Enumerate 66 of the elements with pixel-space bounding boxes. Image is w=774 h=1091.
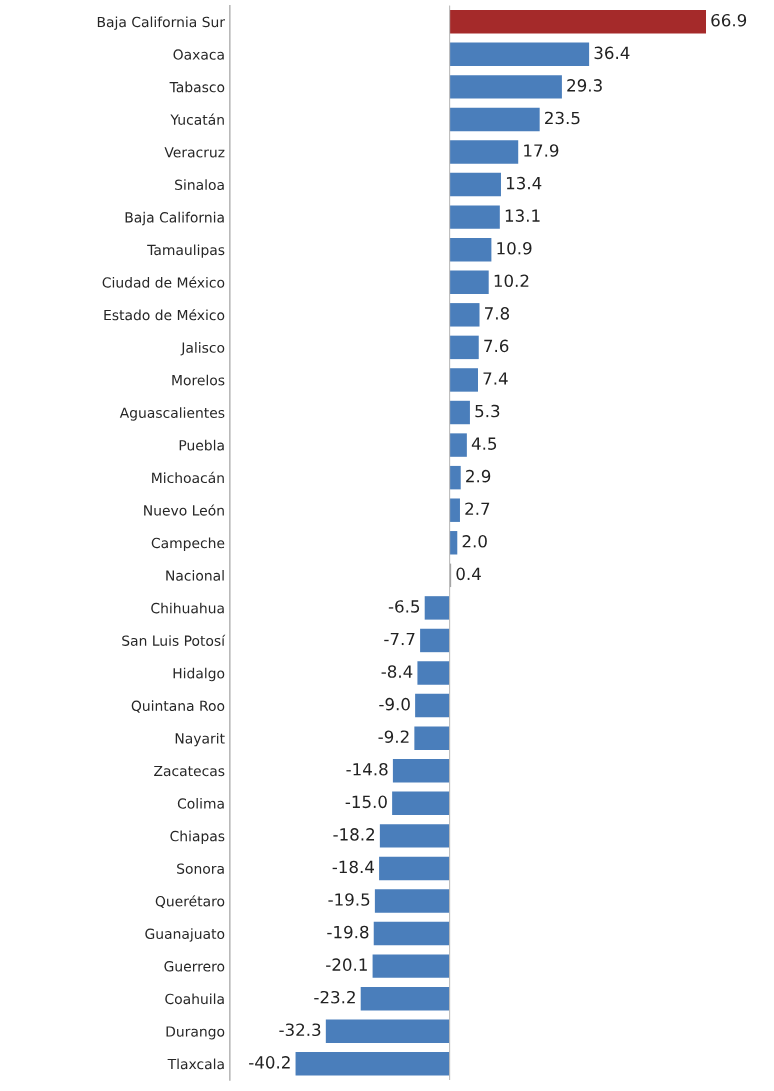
data-label: -18.4 xyxy=(332,860,374,874)
data-label: 2.7 xyxy=(465,502,490,515)
y-tick-label: Tabasco xyxy=(169,81,225,93)
data-label: 7.8 xyxy=(485,307,510,320)
data-label: 10.9 xyxy=(497,241,532,255)
data-label: -7.7 xyxy=(384,632,415,646)
y-tick-label: Coahuila xyxy=(165,993,224,1005)
data-label: -9.0 xyxy=(379,697,410,711)
data-label: 23.5 xyxy=(545,111,580,125)
data-label: 2.0 xyxy=(462,535,487,548)
y-tick-label: Guanajuato xyxy=(145,928,225,942)
data-label: -18.2 xyxy=(333,828,375,841)
data-label: 13.4 xyxy=(506,176,542,190)
y-tick-label: Oaxaca xyxy=(173,49,224,60)
y-tick-label: Nacional xyxy=(166,570,224,581)
data-label: 36.4 xyxy=(594,46,630,60)
y-tick-label: San Luis Potosí xyxy=(122,634,226,646)
y-tick-label: Guerrero xyxy=(164,961,225,972)
y-tick-label: Sonora xyxy=(177,863,224,874)
data-label: -15.0 xyxy=(345,795,387,809)
y-tick-label: Nuevo León xyxy=(144,504,224,516)
y-tick-label: Baja California Sur xyxy=(97,16,226,30)
y-tick-label: Durango xyxy=(166,1026,225,1040)
data-label: 5.3 xyxy=(475,404,500,418)
data-label: 66.9 xyxy=(711,13,747,27)
y-tick-label: Morelos xyxy=(172,374,225,386)
data-label: -19.8 xyxy=(327,925,369,939)
y-tick-label: Chiapas xyxy=(170,830,225,845)
y-tick-label: Yucatán xyxy=(170,113,224,125)
data-label: -40.2 xyxy=(249,1056,290,1069)
data-label: 29.3 xyxy=(567,79,602,92)
data-label: -9.2 xyxy=(378,730,409,743)
y-tick-label: Baja California xyxy=(125,211,224,226)
data-label: -19.5 xyxy=(328,893,370,906)
y-tick-label: Nayarit xyxy=(175,732,225,747)
data-label: 13.1 xyxy=(505,209,540,222)
data-label: 17.9 xyxy=(524,144,559,157)
y-tick-label: Michoacán xyxy=(152,471,224,484)
data-label: 7.4 xyxy=(483,372,508,385)
y-tick-label: Colima xyxy=(177,798,224,809)
y-tick-label: Aguascalientes xyxy=(119,407,225,421)
data-label: -8.4 xyxy=(381,665,413,678)
y-tick-label: Veracruz xyxy=(164,147,225,158)
data-label: -6.5 xyxy=(388,600,420,613)
y-tick-label: Jalisco xyxy=(180,342,225,356)
data-label: -20.1 xyxy=(326,958,367,971)
y-tick-label: Zacatecas xyxy=(154,765,225,777)
y-tick-label: Sinaloa xyxy=(175,179,224,191)
y-tick-label: Campeche xyxy=(151,537,225,551)
y-tick-label: Chihuahua xyxy=(151,602,224,614)
data-label: -23.2 xyxy=(314,990,355,1004)
data-label: 7.6 xyxy=(484,339,509,353)
data-label: -32.3 xyxy=(279,1023,321,1037)
data-label: -14.8 xyxy=(346,762,388,776)
data-label: 4.5 xyxy=(471,437,497,450)
y-tick-label: Estado de México xyxy=(104,308,225,321)
y-tick-label: Querétaro xyxy=(155,895,225,909)
y-tick-label: Tamaulipas xyxy=(147,244,225,258)
y-tick-label: Puebla xyxy=(179,439,224,451)
data-label: 2.9 xyxy=(466,469,491,483)
y-tick-label: Hidalgo xyxy=(173,667,225,682)
y-tick-label: Quintana Roo xyxy=(131,700,225,713)
data-label: 10.2 xyxy=(494,274,529,288)
y-tick-label: Tlaxcala xyxy=(167,1058,224,1070)
data-label: 0.4 xyxy=(456,567,481,581)
y-tick-label: Ciudad de México xyxy=(102,276,225,288)
